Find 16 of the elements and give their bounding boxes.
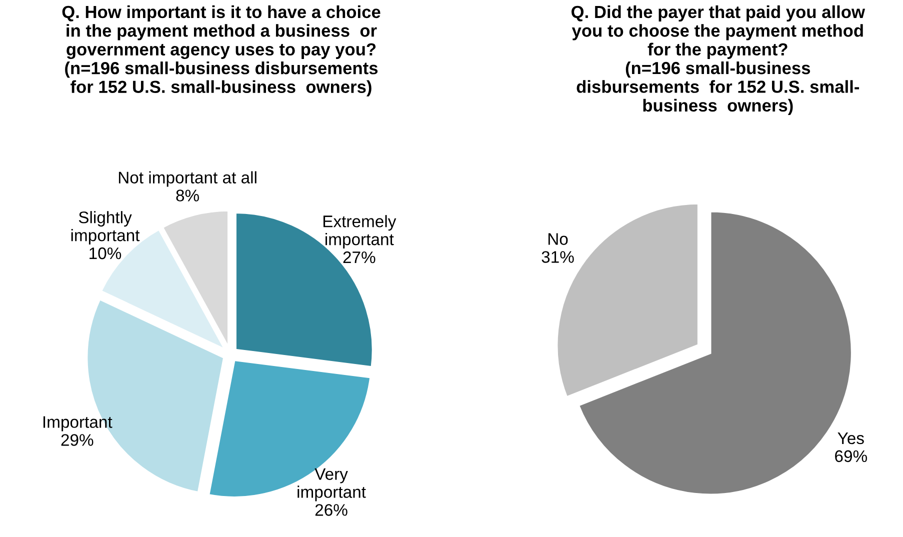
chart-title: Q. How important is it to have a choice in the payment method a business or government agency uses to pay you? (n=196 small-business disbursements for 152 U.S. small-business owners) [62,5,380,96]
data-label: 27% [343,251,376,264]
data-label: 8% [176,190,199,202]
data-label: 10% [90,247,122,260]
data-label: 69% [835,450,867,462]
slice-label: Very important [298,468,366,502]
slice-label: Slightly important [71,211,140,245]
slice-label: No [548,233,568,245]
chart-title: Q. Did the payer that paid you allow you to choose the payment method for the payment? (n=196 small-business disbursements for 152 U.S. small- business owners) [572,5,866,116]
slice-label: Important [43,416,112,432]
data-label: 26% [315,504,348,516]
slice-label: Extremely important [323,215,396,249]
slice-label: Not important at all [118,171,256,187]
data-label: 29% [61,434,94,446]
data-label: 31% [542,251,574,263]
slice-label: Yes [838,432,864,444]
